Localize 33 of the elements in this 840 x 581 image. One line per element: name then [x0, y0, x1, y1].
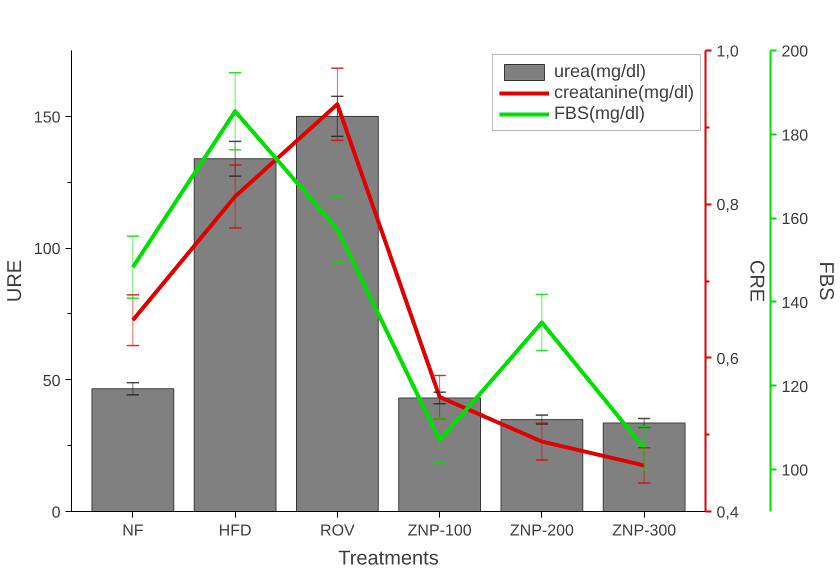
y-tick-label: 0 [52, 504, 61, 522]
y3-tick-label: 180 [782, 127, 808, 144]
y2-tick-label: 0,6 [716, 350, 739, 368]
y3-tick-label: 160 [782, 211, 808, 228]
bar [91, 388, 174, 512]
y2-tick-label: 1,0 [716, 44, 739, 60]
legend-label: urea(mg/dl) [554, 61, 646, 82]
y-tick-label: 100 [34, 241, 61, 258]
y2-axis-title: CRE [746, 260, 768, 302]
x-tick-label: ZNP-200 [510, 522, 574, 540]
y-axis-title: URE [4, 260, 26, 302]
y3-tick-label: 200 [782, 44, 808, 60]
bar [500, 419, 584, 512]
x-tick-label: ZNP-100 [408, 522, 472, 540]
legend-label: FBS(mg/dl) [554, 103, 645, 124]
y3-tick-label: 120 [782, 378, 808, 396]
y2-tick-label: 0,8 [716, 197, 739, 214]
bar [602, 422, 686, 512]
x-tick-label: ROV [320, 522, 356, 540]
y3-axis-title: FBS [815, 262, 838, 300]
bar [194, 158, 277, 512]
y3-tick-label: 140 [782, 294, 808, 312]
y-tick-label: 50 [42, 372, 61, 390]
y2-tick-label: 0,4 [716, 504, 739, 522]
x-axis-title: Treatments [338, 548, 439, 570]
y-tick-label: 150 [34, 109, 61, 126]
y3-tick-label: 100 [782, 462, 808, 480]
x-tick-label: HFD [218, 522, 252, 540]
x-tick-label: ZNP-300 [612, 522, 676, 540]
x-tick-label: NF [122, 522, 144, 540]
bar [398, 397, 482, 512]
legend-label: creatanine(mg/dl) [554, 82, 694, 103]
bar [296, 116, 379, 512]
